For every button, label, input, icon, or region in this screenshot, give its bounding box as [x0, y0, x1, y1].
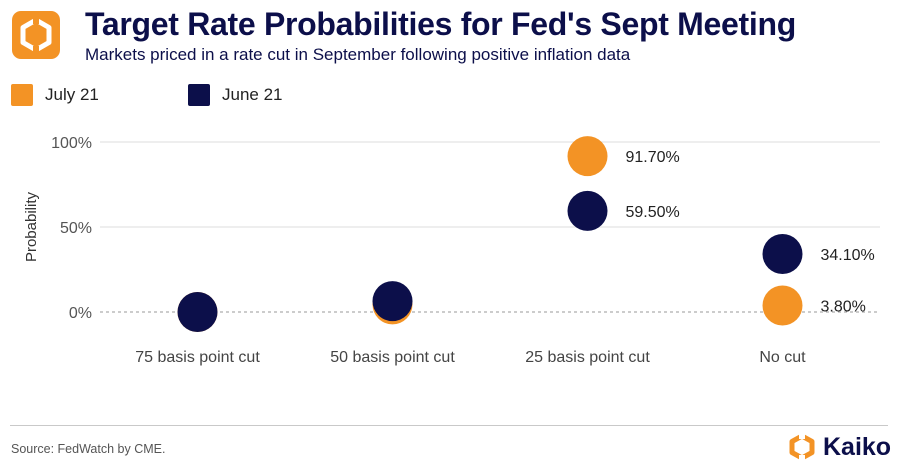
legend-item-july-21: July 21	[11, 84, 99, 106]
label-layer: 0% 50% 100% Probability 75 basis point cut 50…	[23, 135, 875, 366]
legend-swatch-july-21	[11, 84, 33, 106]
x-tick-label-50-basis-point-cut: 50 basis point cut	[330, 349, 455, 366]
legend-swatch-june-21	[188, 84, 210, 106]
footer-divider	[10, 425, 888, 426]
y-tick-label: 100%	[51, 135, 92, 152]
y-axis-label: Probability	[23, 191, 40, 262]
y-tick-label: 0%	[69, 305, 92, 322]
brand-name: Kaiko	[823, 432, 892, 461]
y-tick-label: 50%	[60, 220, 92, 237]
mark-layer	[177, 136, 803, 332]
point-june-21-50-basis-point-cut	[372, 281, 413, 322]
source-note: Source: FedWatch by CME.	[11, 442, 166, 456]
legend-item-june-21: June 21	[188, 84, 283, 106]
point-july-21-no-cut	[762, 285, 803, 326]
grid-layer	[100, 141, 880, 313]
chart-title: Target Rate Probabilities for Fed's Sept…	[85, 6, 796, 42]
kaiko-brand-icon	[789, 432, 815, 462]
point-july-21-25-basis-point-cut	[567, 136, 608, 177]
brand: Kaiko	[787, 432, 891, 462]
x-tick-label-25-basis-point-cut: 25 basis point cut	[525, 349, 650, 366]
x-tick-label-75-basis-point-cut: 75 basis point cut	[135, 349, 260, 366]
point-june-21-25-basis-point-cut	[567, 190, 608, 231]
point-june-21-no-cut	[762, 234, 803, 275]
data-label-june-21-25-basis-point-cut: 59.50%	[626, 204, 680, 221]
x-tick-label-no-cut: No cut	[759, 349, 806, 366]
legend-label-june-21: June 21	[222, 85, 283, 104]
chart-subtitle: Markets priced in a rate cut in Septembe…	[85, 45, 631, 64]
point-june-21-75-basis-point-cut	[177, 292, 218, 332]
data-label-july-21-25-basis-point-cut: 91.70%	[626, 149, 680, 166]
legend-label-july-21: July 21	[45, 85, 99, 104]
data-label-june-21-no-cut: 34.10%	[821, 247, 875, 264]
rate-probability-chart: 0% 50% 100% Probability 75 basis point cut 50…	[23, 135, 880, 366]
kaiko-logo-icon	[12, 11, 60, 59]
data-label-july-21-no-cut: 3.80%	[821, 299, 866, 316]
